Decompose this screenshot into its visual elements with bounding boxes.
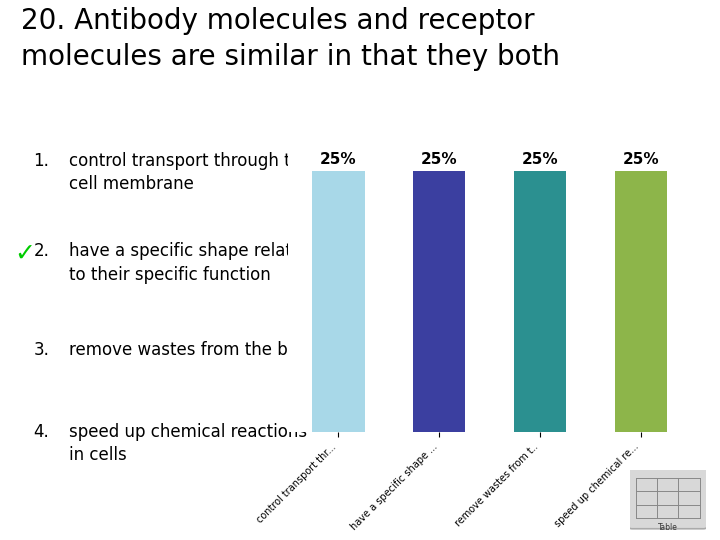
Bar xyxy=(413,171,465,432)
Text: 2.: 2. xyxy=(34,242,50,260)
Text: 25%: 25% xyxy=(623,152,659,166)
Text: control transport through the
cell membrane: control transport through the cell membr… xyxy=(69,152,312,193)
Text: 20. Antibody molecules and receptor
molecules are similar in that they both: 20. Antibody molecules and receptor mole… xyxy=(22,7,560,71)
Bar xyxy=(615,171,667,432)
Text: 4.: 4. xyxy=(34,423,49,441)
Text: 25%: 25% xyxy=(320,152,356,166)
FancyBboxPatch shape xyxy=(628,468,708,529)
Text: 25%: 25% xyxy=(522,152,558,166)
Text: have a specific shape related
to their specific function: have a specific shape related to their s… xyxy=(69,242,312,284)
Text: ✓: ✓ xyxy=(14,242,35,266)
Text: 3.: 3. xyxy=(34,341,50,359)
Text: Table: Table xyxy=(658,523,678,532)
Text: 25%: 25% xyxy=(421,152,457,166)
Bar xyxy=(312,171,364,432)
Text: remove wastes from the body: remove wastes from the body xyxy=(69,341,318,359)
Bar xyxy=(514,171,566,432)
Text: speed up chemical reactions
in cells: speed up chemical reactions in cells xyxy=(69,423,307,464)
Text: 1.: 1. xyxy=(34,152,50,170)
